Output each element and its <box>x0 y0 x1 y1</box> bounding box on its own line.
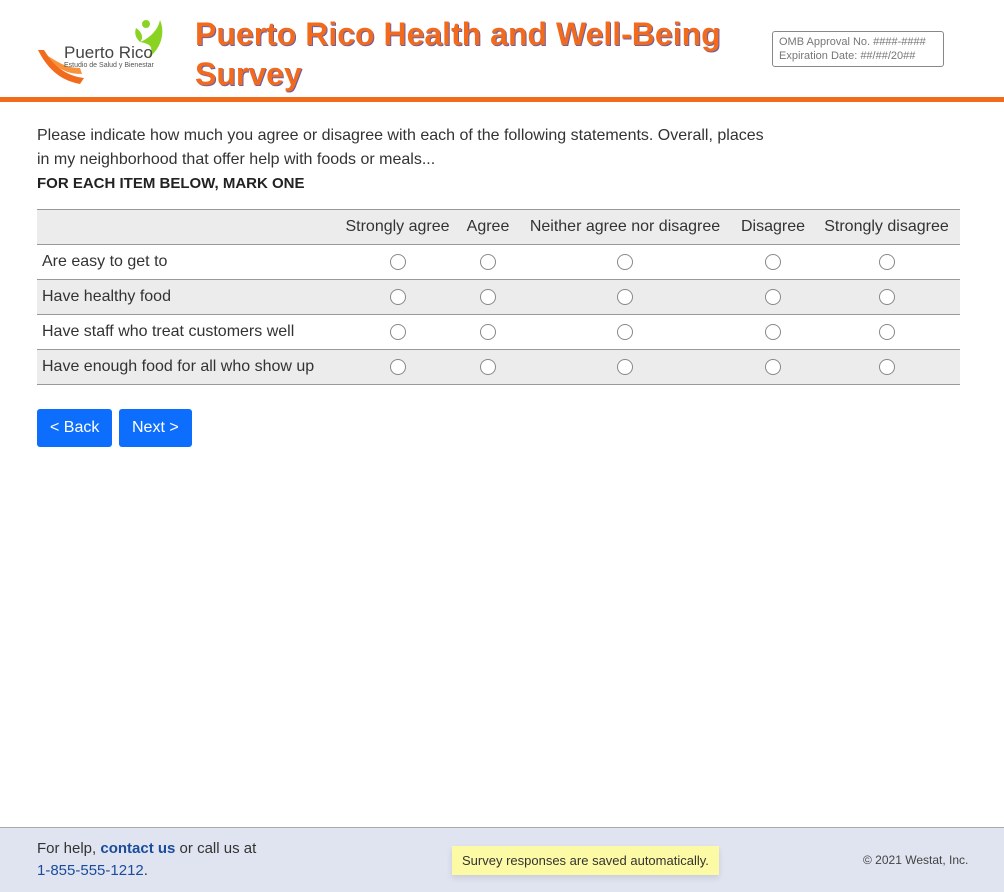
radio-cell <box>336 279 459 315</box>
contact-us-link[interactable]: contact us <box>100 840 176 857</box>
radio-button[interactable] <box>480 253 496 270</box>
logo-icon <box>38 20 163 84</box>
phone-number: 1-855-555-1212 <box>37 862 144 879</box>
radio-cell <box>733 349 813 385</box>
row-label: Have enough food for all who show up <box>37 349 336 385</box>
radio-button[interactable] <box>389 253 406 270</box>
help-suffix: or call us at <box>175 840 257 857</box>
radio-button[interactable] <box>480 323 496 340</box>
radio-cell <box>733 244 813 280</box>
question-text: Please indicate how much you agree or di… <box>37 127 764 168</box>
table-row: Have staff who treat customers well <box>37 314 960 350</box>
column-header: Strongly disagree <box>813 209 960 245</box>
help-text: For help, contact us or call us at 1-855… <box>37 838 256 882</box>
table-row: Have enough food for all who show up <box>37 349 960 385</box>
radio-button[interactable] <box>878 253 895 270</box>
radio-button[interactable] <box>389 358 406 375</box>
grid-header-row: Strongly agree Agree Neither agree nor d… <box>37 209 960 245</box>
page-title: Puerto Rico Health and Well-Being Survey <box>195 16 721 92</box>
logo-subtext: Estudio de Salud y Bienestar <box>64 62 154 69</box>
row-label: Are easy to get to <box>37 244 336 280</box>
omb-approval-number: OMB Approval No. ####-#### <box>779 36 926 48</box>
column-header: Strongly agree <box>336 209 459 245</box>
radio-cell <box>336 244 459 280</box>
table-row: Are easy to get to <box>37 244 960 280</box>
radio-cell <box>336 349 459 385</box>
radio-cell <box>459 279 517 315</box>
column-header: Disagree <box>733 209 813 245</box>
radio-button[interactable] <box>389 323 406 340</box>
radio-cell <box>517 349 733 385</box>
radio-button[interactable] <box>389 288 406 305</box>
radio-cell <box>813 244 960 280</box>
logo-text: Puerto Rico <box>64 43 153 62</box>
radio-button[interactable] <box>480 358 496 375</box>
radio-cell <box>517 244 733 280</box>
question-instruction: FOR EACH ITEM BELOW, MARK ONE <box>37 175 305 192</box>
radio-button[interactable] <box>617 323 633 340</box>
radio-button[interactable] <box>765 358 781 375</box>
table-row: Have healthy food <box>37 279 960 315</box>
radio-cell <box>459 314 517 350</box>
omb-approval-box: OMB Approval No. ####-#### Expiration Da… <box>772 31 944 67</box>
grid-header-blank <box>37 209 336 245</box>
phone-suffix: . <box>143 862 148 879</box>
footer: For help, contact us or call us at 1-855… <box>0 827 1004 892</box>
radio-cell <box>813 349 960 385</box>
row-label: Have healthy food <box>37 279 336 315</box>
radio-cell <box>733 314 813 350</box>
radio-button[interactable] <box>878 358 895 375</box>
copyright: © 2021 Westat, Inc. <box>863 853 969 867</box>
column-header: Agree <box>459 209 517 245</box>
radio-button[interactable] <box>617 288 633 305</box>
radio-cell <box>517 314 733 350</box>
radio-cell <box>459 244 517 280</box>
help-prefix: For help, <box>37 840 101 857</box>
radio-cell <box>459 349 517 385</box>
logo: Puerto Rico Estudio de Salud y Bienestar <box>36 16 176 88</box>
radio-button[interactable] <box>765 288 781 305</box>
radio-button[interactable] <box>878 288 895 305</box>
radio-button[interactable] <box>878 323 895 340</box>
back-button[interactable]: < Back <box>37 409 113 447</box>
header: Puerto Rico Estudio de Salud y Bienestar… <box>0 0 1004 102</box>
radio-cell <box>336 314 459 350</box>
question-text-block: Please indicate how much you agree or di… <box>37 124 777 196</box>
row-label: Have staff who treat customers well <box>37 314 336 350</box>
radio-cell <box>813 314 960 350</box>
radio-button[interactable] <box>617 358 633 375</box>
omb-expiration-date: Expiration Date: ##/##/20## <box>779 50 916 62</box>
next-button[interactable]: Next > <box>119 409 192 447</box>
radio-cell <box>813 279 960 315</box>
radio-button[interactable] <box>765 323 781 340</box>
response-grid: Strongly agree Agree Neither agree nor d… <box>37 209 960 385</box>
radio-button[interactable] <box>617 253 633 270</box>
column-header: Neither agree nor disagree <box>517 209 733 245</box>
radio-cell <box>733 279 813 315</box>
radio-cell <box>517 279 733 315</box>
radio-button[interactable] <box>765 253 781 270</box>
radio-button[interactable] <box>480 288 496 305</box>
autosave-notice: Survey responses are saved automatically… <box>452 846 719 875</box>
